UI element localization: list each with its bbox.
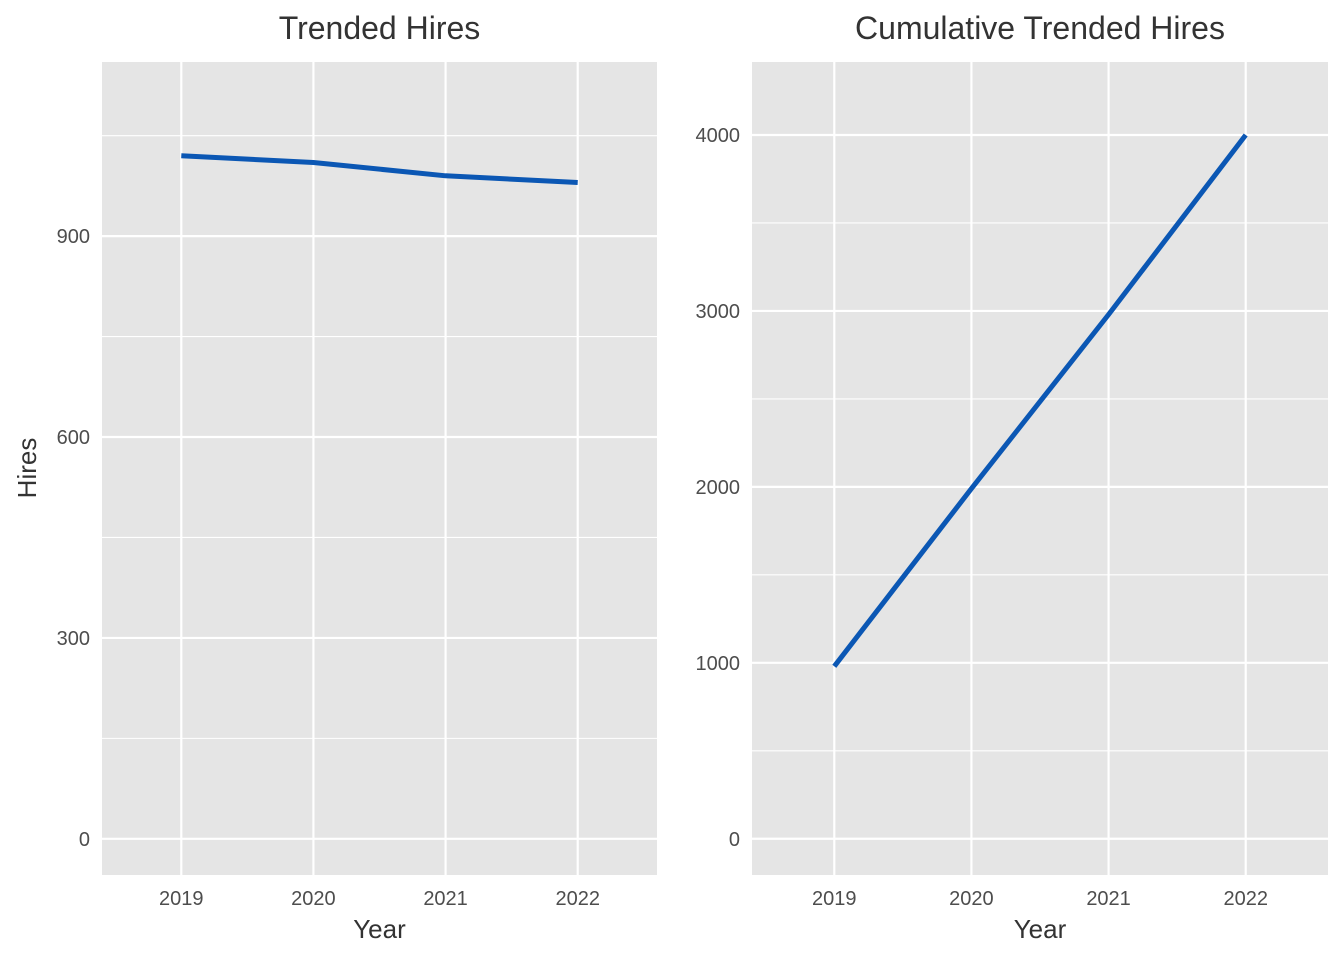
y-tick-label: 0 bbox=[79, 829, 90, 851]
y-tick-label: 900 bbox=[57, 226, 90, 248]
y-tick-label: 600 bbox=[57, 427, 90, 449]
x-tick-label: 2022 bbox=[555, 888, 600, 910]
series-layer bbox=[181, 153, 578, 185]
x-tick-label: 2019 bbox=[159, 888, 204, 910]
grid bbox=[102, 62, 657, 875]
y-tick-label: 300 bbox=[57, 628, 90, 650]
plot-area bbox=[102, 62, 657, 875]
chart-title: Cumulative Trended Hires bbox=[855, 10, 1225, 46]
x-axis-title: Year bbox=[353, 914, 406, 944]
y-tick-label: 3000 bbox=[696, 301, 741, 323]
tick-labels: 0 1000 2000 3000 4000 2019 2020 2021 2022 bbox=[696, 125, 1268, 910]
y-tick-label: 1000 bbox=[696, 653, 741, 675]
y-tick-label: 0 bbox=[729, 829, 740, 851]
grid bbox=[752, 62, 1328, 875]
x-tick-label: 2020 bbox=[291, 888, 336, 910]
x-tick-label: 2021 bbox=[1086, 888, 1131, 910]
x-tick-label: 2019 bbox=[812, 888, 857, 910]
series-layer bbox=[832, 133, 1248, 668]
chart-title: Trended Hires bbox=[279, 10, 481, 46]
x-tick-label: 2021 bbox=[423, 888, 468, 910]
series-line bbox=[181, 153, 578, 185]
y-axis-title: Hires bbox=[12, 438, 42, 499]
tick-labels: 0 300 600 900 2019 2020 2021 2022 bbox=[57, 226, 600, 910]
trended-hires-chart: 0 300 600 900 2019 2020 2021 2022 Trended Hires… bbox=[12, 10, 657, 944]
plot-area bbox=[752, 62, 1328, 875]
series-line bbox=[832, 133, 1248, 668]
y-tick-label: 2000 bbox=[696, 477, 741, 499]
x-tick-label: 2022 bbox=[1223, 888, 1268, 910]
x-axis-title: Year bbox=[1014, 914, 1067, 944]
cumulative-trended-hires-chart: 0 1000 2000 3000 4000 2019 2020 2021 2022 Cumula… bbox=[696, 10, 1328, 944]
y-tick-label: 4000 bbox=[696, 125, 741, 147]
x-tick-label: 2020 bbox=[949, 888, 994, 910]
